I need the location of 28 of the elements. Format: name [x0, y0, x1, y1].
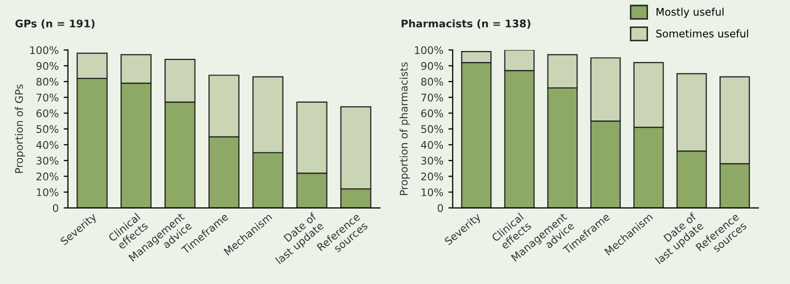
- y-tick-label: 50%: [421, 125, 444, 134]
- y-tick-label: 10%: [422, 188, 444, 196]
- y-tick-label: 40%: [36, 140, 58, 149]
- y-tick-label: 50%: [36, 125, 58, 134]
- y-tick-label: 80%: [421, 78, 444, 86]
- legend-label: Sometimes useful: [656, 29, 748, 38]
- y-tick-label: 90%: [36, 62, 58, 70]
- y-tick-label: 60%: [36, 109, 58, 118]
- y-axis-title: Proportion of GPs: [14, 84, 25, 173]
- y-tick-label: 90%: [421, 62, 444, 70]
- y-tick-label: 0: [438, 204, 443, 212]
- y-tick-label: 70%: [421, 94, 444, 102]
- y-tick-label: 20%: [36, 172, 58, 180]
- y-tick-label: 30%: [36, 156, 58, 165]
- y-tick-label: 100%: [415, 46, 444, 54]
- y-tick-label: 80%: [36, 78, 58, 86]
- chart-title: Pharmacists (n = 138): [402, 19, 530, 29]
- y-tick-label: 40%: [421, 140, 444, 149]
- legend-label: Mostly useful: [656, 8, 724, 18]
- y-tick-label: 20%: [421, 172, 444, 180]
- y-tick-label: 70%: [36, 94, 58, 102]
- y-tick-label: 30%: [421, 156, 444, 165]
- chart-title: GPs (n = 191): [15, 19, 94, 29]
- y-axis-title: Proportion of pharmacists: [400, 62, 410, 196]
- y-tick-label: 60%: [421, 109, 444, 118]
- y-tick-label: 100%: [30, 46, 58, 54]
- y-tick-label: 0: [52, 204, 58, 212]
- y-tick-label: 10%: [36, 188, 58, 196]
